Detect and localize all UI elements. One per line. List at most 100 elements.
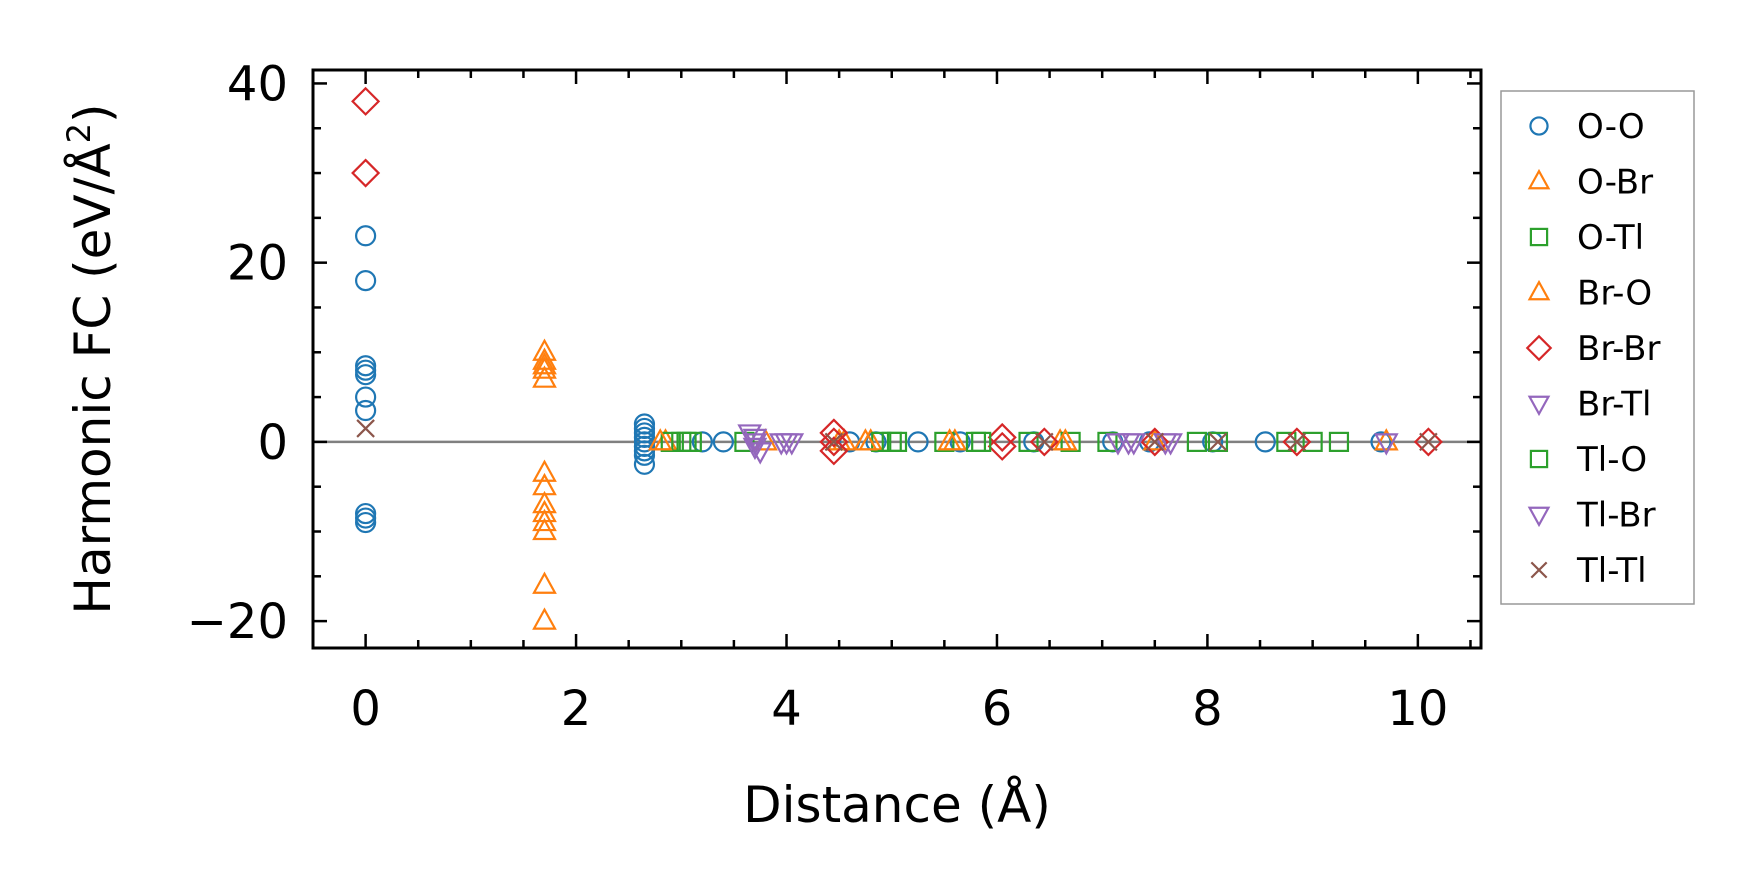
data-point (1097, 431, 1118, 452)
data-point (1419, 432, 1438, 452)
data-point (351, 86, 381, 116)
series-Br-Br (351, 86, 1443, 466)
data-point (987, 422, 1017, 452)
data-point (532, 571, 557, 594)
data-point (971, 431, 992, 452)
legend-item: Br-Br (1525, 329, 1661, 369)
data-point (1254, 431, 1276, 453)
y-tick-label: 0 (257, 415, 288, 471)
x-tick-label: 4 (771, 681, 802, 737)
series-O-Br (532, 338, 1399, 630)
y-axis-title-superscript: 2 (60, 123, 98, 143)
data-point (712, 431, 734, 453)
x-tick-label: 6 (982, 681, 1013, 737)
data-point (532, 351, 557, 375)
x-tick-label: 0 (350, 681, 381, 737)
legend-item: Br-O (1527, 274, 1652, 314)
data-point (934, 431, 955, 452)
x-tick-label: 10 (1387, 681, 1448, 737)
data-point (355, 386, 377, 408)
legend-label: Tl-Tl (1576, 551, 1647, 591)
data-point (1035, 432, 1054, 452)
data-point (351, 158, 381, 188)
data-point (676, 431, 697, 452)
legend-label: Br-Tl (1577, 385, 1652, 425)
data-point (853, 428, 878, 451)
data-point (532, 607, 557, 630)
data-point (987, 431, 1017, 461)
y-tick-label: 40 (227, 56, 288, 112)
data-point (355, 511, 377, 534)
data-point (742, 437, 768, 461)
data-point (532, 356, 557, 379)
x-axis-title: Distance (Å) (743, 776, 1051, 834)
data-point (633, 444, 656, 466)
legend-item: Br-Tl (1527, 385, 1652, 425)
data-point (907, 431, 929, 453)
data-point (1328, 431, 1350, 452)
legend-item: Tl-Tl (1530, 551, 1647, 591)
data-point (1145, 432, 1165, 452)
data-marks (351, 86, 1443, 630)
data-point (1302, 431, 1323, 452)
data-point (949, 431, 971, 453)
y-axis-title: Harmonic FC (eV/Å2) (60, 103, 122, 614)
data-point (1029, 427, 1059, 457)
legend-marker (1530, 561, 1548, 579)
legend-marker (1529, 116, 1549, 136)
data-point (1282, 427, 1312, 457)
data-point (1373, 433, 1399, 456)
data-point (1413, 427, 1443, 457)
data-point (1370, 431, 1392, 453)
legend-label: Br-O (1577, 274, 1652, 314)
data-point (937, 428, 962, 451)
data-point (633, 453, 656, 475)
data-point (1116, 433, 1141, 456)
data-point (1158, 433, 1183, 456)
legend-marker (1527, 395, 1551, 417)
data-point (532, 459, 557, 482)
data-point (647, 428, 673, 451)
data-point (355, 225, 377, 247)
y-axis-title-main: Harmonic FC (eV/Å (64, 143, 122, 614)
data-point (886, 431, 908, 452)
axis-ticks: 0 2 4 6 8 10 −20 0 20 40 (187, 56, 1481, 737)
legend-marker (1527, 506, 1551, 528)
data-point (356, 419, 375, 438)
data-point (355, 269, 377, 292)
legend-marker (1525, 334, 1553, 362)
y-axis-title-close: ) (64, 103, 122, 123)
legend-item: Tl-O (1529, 440, 1647, 480)
data-point (660, 431, 681, 452)
legend-item: O-Br (1527, 163, 1653, 203)
x-tick-label: 8 (1192, 681, 1223, 737)
legend-marker (1527, 168, 1551, 190)
legend-label: O-Br (1577, 163, 1653, 203)
data-point (819, 427, 849, 457)
data-point (1186, 431, 1207, 452)
data-point (1207, 431, 1229, 452)
series-Tl-O (676, 431, 1229, 452)
legend-label: Tl-O (1576, 440, 1647, 480)
data-point (1373, 428, 1399, 451)
data-point (747, 442, 773, 465)
legend-item: O-Tl (1529, 218, 1644, 258)
legend-item: Tl-Br (1527, 496, 1656, 536)
data-point (1060, 431, 1081, 452)
data-point (1208, 432, 1228, 452)
data-point (532, 508, 557, 532)
legend-label: O-O (1577, 107, 1645, 147)
legend-marker (1529, 227, 1549, 247)
legend-label: Tl-Br (1576, 496, 1656, 536)
legend-frame (1500, 90, 1695, 605)
series-Tl-Br (742, 428, 1399, 461)
legend-marker (1529, 449, 1549, 469)
legend-label: O-Tl (1577, 218, 1644, 258)
data-point (819, 436, 849, 466)
legend-item: O-O (1529, 107, 1645, 147)
data-point (532, 517, 557, 541)
legend-marker (1527, 279, 1551, 301)
data-point (532, 365, 557, 388)
legend-label: Br-Br (1577, 329, 1661, 369)
